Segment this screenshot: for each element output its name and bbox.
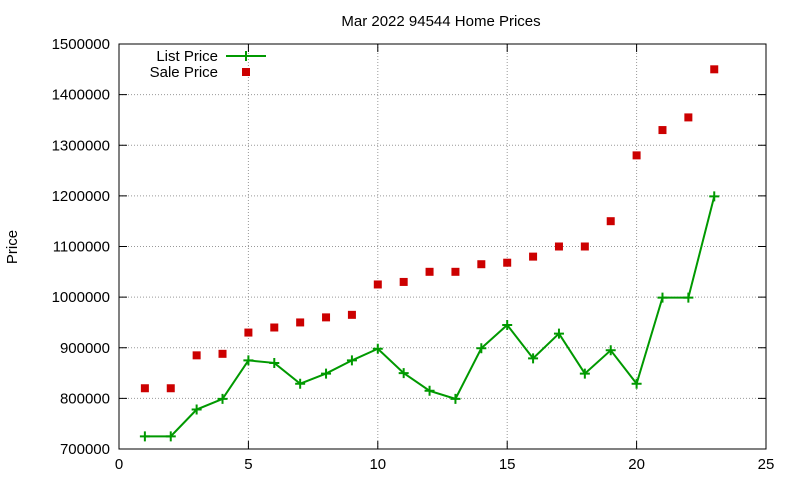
sale-price-point <box>322 313 331 322</box>
sale-price-point <box>451 267 460 276</box>
sale-price-point <box>606 217 615 226</box>
sale-price-point <box>373 280 382 289</box>
y-tick-label: 1100000 <box>53 239 110 256</box>
x-tick-label: 20 <box>628 456 645 473</box>
list-price-point <box>502 319 513 330</box>
list-price-point <box>657 292 668 303</box>
list-price-point <box>165 431 176 442</box>
list-price-point <box>269 357 280 368</box>
sale-price-point <box>399 277 408 286</box>
sale-price-point <box>296 318 305 327</box>
plot-frame <box>118 43 767 450</box>
x-tick-label: 0 <box>115 456 123 473</box>
sale-price-point <box>632 151 641 160</box>
sale-price-point <box>218 349 227 358</box>
y-tick-label: 1400000 <box>52 87 110 104</box>
sale-price-point <box>554 242 563 251</box>
legend-swatch-list-price <box>226 51 266 61</box>
list-price-point <box>243 355 254 366</box>
legend-label-list-price: List Price <box>156 48 218 65</box>
sale-price-point <box>477 260 486 269</box>
axis-ticks: 0 5 10 15 20 25 700000 800000 900000 1000000 11000… <box>52 36 775 473</box>
sale-price-point <box>192 351 201 360</box>
x-tick-label: 5 <box>244 456 252 473</box>
list-price-point <box>683 292 694 303</box>
sale-price-point <box>347 310 356 319</box>
list-price-point <box>295 378 306 389</box>
legend-swatch-sale-price <box>242 68 250 76</box>
y-axis-label: Price <box>4 230 21 264</box>
sale-price-point <box>270 323 279 332</box>
list-price-point <box>605 345 616 356</box>
y-tick-label: 900000 <box>60 340 110 357</box>
legend-marker-sale-price <box>242 68 250 76</box>
sale-price-point <box>658 126 667 135</box>
sale-price-point <box>503 258 512 267</box>
list-price-point <box>398 368 409 379</box>
y-tick-label: 1300000 <box>52 137 110 154</box>
chart-title: Mar 2022 94544 Home Prices <box>341 13 540 30</box>
list-price-point <box>476 343 487 354</box>
y-tick-label: 1000000 <box>52 289 110 306</box>
sale-price-point <box>580 242 589 251</box>
sale-price-point <box>140 384 149 393</box>
list-price-point <box>346 355 357 366</box>
list-price-point <box>553 328 564 339</box>
x-tick-label: 15 <box>499 456 516 473</box>
list-price-point <box>321 368 332 379</box>
legend-label-sale-price: Sale Price <box>150 64 218 81</box>
y-tick-label: 1500000 <box>52 36 110 53</box>
sale-price-point <box>244 328 253 337</box>
list-price-point <box>528 353 539 364</box>
legend: List Price Sale Price <box>150 48 266 81</box>
list-price-point <box>191 404 202 415</box>
list-price-point <box>217 393 228 404</box>
sale-price-point <box>529 252 538 261</box>
y-tick-label: 700000 <box>60 441 110 458</box>
list-price-point <box>709 191 720 202</box>
list-price-point <box>631 378 642 389</box>
x-tick-label: 10 <box>369 456 386 473</box>
sale-price-point <box>710 65 719 74</box>
list-price-point <box>372 343 383 354</box>
y-tick-label: 1200000 <box>52 188 110 205</box>
list-price-point <box>450 393 461 404</box>
sale-price-point <box>425 267 434 276</box>
y-tick-label: 800000 <box>60 390 110 407</box>
x-tick-label: 25 <box>758 456 775 473</box>
sale-price-point <box>166 384 175 393</box>
legend-marker-list-price <box>241 51 251 61</box>
sale-price-point <box>684 113 693 122</box>
plot-series <box>139 65 720 442</box>
list-price-point <box>579 368 590 379</box>
list-price-point <box>424 385 435 396</box>
list-price-point <box>139 431 150 442</box>
